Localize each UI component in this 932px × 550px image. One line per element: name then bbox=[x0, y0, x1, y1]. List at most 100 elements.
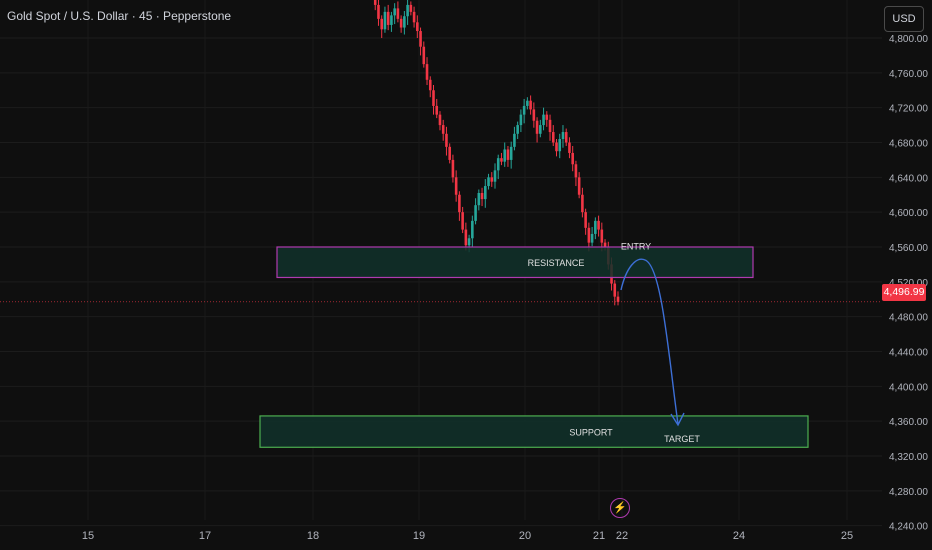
zone-support[interactable] bbox=[259, 415, 809, 448]
candle-body bbox=[581, 194, 584, 213]
candle-body bbox=[561, 132, 565, 140]
price-tick-label: 4,600.00 bbox=[889, 208, 928, 219]
candle-body bbox=[441, 125, 445, 134]
candle-body bbox=[483, 186, 487, 200]
candle-body bbox=[425, 64, 429, 80]
candle-body bbox=[577, 177, 581, 195]
candle-body bbox=[574, 164, 578, 178]
candle-body bbox=[396, 8, 400, 19]
candle-body bbox=[445, 133, 448, 147]
time-tick-label: 20 bbox=[519, 530, 531, 542]
annotations: ENTRY TARGET bbox=[621, 241, 701, 444]
candle-body bbox=[432, 90, 435, 106]
candle-body bbox=[529, 100, 532, 110]
candle-body bbox=[522, 105, 526, 115]
time-tick-label: 22 bbox=[616, 530, 628, 542]
price-tick-label: 4,520.00 bbox=[889, 278, 928, 289]
candle-body bbox=[438, 114, 442, 126]
candle-body bbox=[500, 158, 503, 162]
candle-body bbox=[448, 146, 451, 160]
projection-arrow bbox=[620, 258, 679, 425]
candle-body bbox=[600, 229, 604, 243]
zone-label: SUPPORT bbox=[569, 428, 613, 438]
time-tick-label: 24 bbox=[733, 530, 745, 542]
zone-label: RESISTANCE bbox=[528, 258, 585, 268]
candle-body bbox=[373, 0, 377, 5]
price-tick-label: 4,440.00 bbox=[889, 347, 928, 358]
time-tick-label: 17 bbox=[199, 530, 211, 542]
time-tick-label: 15 bbox=[82, 530, 94, 542]
candle-body bbox=[383, 11, 387, 30]
price-tick-label: 4,480.00 bbox=[889, 313, 928, 324]
candle-body bbox=[613, 283, 617, 297]
candle-body bbox=[532, 109, 536, 121]
candle-body bbox=[428, 79, 432, 91]
candle-body bbox=[419, 31, 422, 47]
candle-body bbox=[513, 133, 516, 147]
candle-body bbox=[548, 119, 552, 133]
candle-body bbox=[542, 114, 545, 126]
symbol-title: Gold Spot / U.S. Dollar · 45 · Peppersto… bbox=[7, 9, 232, 23]
candle-body bbox=[551, 132, 555, 143]
candle-body bbox=[412, 11, 416, 23]
currency-button[interactable]: USD bbox=[884, 6, 924, 32]
candle-body bbox=[487, 177, 490, 187]
projection-arrow-head bbox=[670, 412, 685, 427]
candle-body bbox=[480, 193, 484, 200]
candle-body bbox=[584, 212, 587, 228]
candle-body bbox=[406, 4, 409, 17]
candle-body bbox=[603, 242, 607, 247]
candle-body bbox=[416, 22, 419, 32]
candle-body bbox=[393, 8, 396, 16]
candle-body bbox=[571, 152, 574, 165]
time-tick-label: 19 bbox=[413, 530, 425, 542]
candle-body bbox=[539, 125, 542, 134]
candle-body bbox=[474, 205, 477, 221]
candle-body bbox=[545, 114, 549, 120]
time-axis: 15 17 18 19 20 21 22 24 25 bbox=[82, 530, 853, 542]
price-tick-label: 4,320.00 bbox=[889, 452, 928, 463]
candle-body bbox=[435, 105, 439, 115]
candle-body bbox=[587, 227, 591, 243]
price-tick-label: 4,360.00 bbox=[889, 417, 928, 428]
last-price-label: 4,496.99 bbox=[882, 284, 926, 301]
candle-body bbox=[597, 220, 600, 230]
price-tick-label: 4,760.00 bbox=[889, 69, 928, 80]
candle-body bbox=[496, 158, 500, 171]
lightning-icon[interactable]: ⚡ bbox=[610, 498, 630, 518]
price-tick-label: 4,400.00 bbox=[889, 382, 928, 393]
candle-body bbox=[422, 46, 426, 65]
price-tick-label: 4,680.00 bbox=[889, 138, 928, 149]
price-tick-label: 4,280.00 bbox=[889, 487, 928, 498]
price-tick-label: 4,720.00 bbox=[889, 104, 928, 115]
candle-body bbox=[555, 142, 558, 152]
candle-body bbox=[464, 229, 468, 246]
zone-resistance[interactable] bbox=[276, 246, 754, 279]
candle-body bbox=[503, 149, 507, 162]
candle-body bbox=[509, 146, 513, 160]
candle-body bbox=[616, 296, 620, 302]
candle-body bbox=[590, 233, 594, 243]
candle-body bbox=[377, 4, 380, 19]
candle-body bbox=[451, 159, 455, 178]
candle-body bbox=[386, 11, 390, 25]
price-tick-label: 4,240.00 bbox=[889, 522, 928, 533]
candle-body bbox=[409, 4, 413, 12]
candle-body bbox=[516, 125, 519, 134]
candle-body bbox=[564, 132, 568, 143]
candle-body bbox=[458, 194, 461, 213]
candle-body bbox=[558, 139, 562, 152]
candle-body bbox=[380, 18, 384, 30]
price-tick-label: 4,800.00 bbox=[889, 34, 928, 45]
annotation-entry: ENTRY bbox=[621, 241, 651, 251]
candle-body bbox=[535, 120, 539, 134]
price-tick-label: 4,640.00 bbox=[889, 173, 928, 184]
candle-body bbox=[490, 177, 494, 182]
candle-body bbox=[594, 220, 597, 234]
annotation-target: TARGET bbox=[664, 434, 700, 444]
time-tick-label: 21 bbox=[593, 530, 605, 542]
candle-body bbox=[526, 100, 529, 106]
zones: RESISTANCE SUPPORT bbox=[259, 246, 809, 448]
candle-body bbox=[568, 142, 571, 153]
